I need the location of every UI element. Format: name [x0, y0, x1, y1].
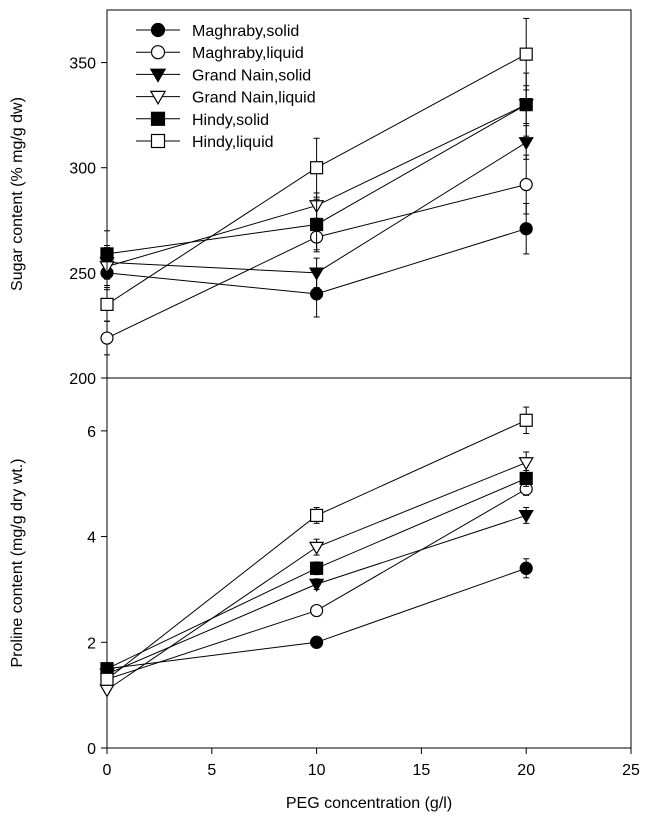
- data-point: [519, 98, 533, 112]
- data-point: [310, 287, 324, 301]
- data-point: [99, 684, 115, 698]
- top-panel: 200 250 300 350 Sugar content (% mg/g dw) Mag…: [9, 9, 632, 388]
- data-point: [519, 413, 533, 427]
- top-y-tick-label: 300: [69, 161, 96, 178]
- data-point: [519, 222, 533, 236]
- series-hindy-liquid: [100, 17, 533, 322]
- data-point: [100, 672, 114, 686]
- data-point: [519, 471, 533, 486]
- data-point: [519, 177, 533, 192]
- data-point: [308, 578, 325, 592]
- series-line: [106, 462, 527, 691]
- series-hindy-liquid: [100, 406, 533, 686]
- bottom-plot-frame: [106, 377, 632, 749]
- legend-entry-label: Grand Nain,liquid: [192, 90, 316, 107]
- data-point: [308, 267, 325, 281]
- series-grand-nain-liquid: [99, 451, 534, 698]
- data-point: [518, 457, 534, 471]
- bottom-y-tick-label: 0: [87, 741, 96, 758]
- legend-entry-label: Maghraby,solid: [192, 23, 299, 40]
- legend-marker: [149, 90, 167, 105]
- bottom-x-tick-label: 15: [413, 762, 431, 779]
- legend-entry-label: Maghraby,liquid: [192, 45, 304, 62]
- data-point: [519, 561, 533, 575]
- legend-marker: [150, 45, 166, 60]
- bottom-y-tick-label: 4: [87, 530, 96, 547]
- legend-entry-label: Grand Nain,solid: [192, 67, 311, 84]
- data-point: [310, 561, 324, 575]
- top-y-tick-label: 200: [69, 371, 96, 388]
- legend-marker: [150, 111, 166, 126]
- legend-entry-label: Hindy,liquid: [192, 134, 274, 151]
- legend: Maghraby,solid Maghraby,liquid Grand Nain,…: [136, 22, 316, 151]
- data-point: [310, 603, 324, 618]
- series-hindy-solid: [100, 72, 533, 278]
- data-point: [519, 47, 533, 61]
- bottom-y-axis-label: Proline content (mg/g dry wt.): [9, 459, 26, 668]
- x-axis-label: PEG concentration (g/l): [286, 795, 452, 812]
- legend-marker: [150, 133, 166, 149]
- bottom-x-tick-label: 20: [517, 762, 535, 779]
- bottom-x-tick-label: 10: [308, 762, 326, 779]
- top-y-tick-label: 250: [69, 266, 96, 283]
- data-point: [100, 331, 114, 345]
- data-point: [100, 297, 114, 311]
- data-point: [310, 217, 324, 232]
- bottom-x-tick-label: 5: [207, 762, 216, 779]
- data-point: [310, 161, 324, 175]
- legend-marker: [149, 68, 167, 83]
- top-y-tick-label: 350: [69, 56, 96, 73]
- bottom-x-tick-label: 0: [103, 762, 112, 779]
- series-grand-nain-solid: [99, 507, 534, 682]
- data-point: [310, 635, 324, 649]
- data-point: [518, 510, 534, 524]
- data-point: [100, 247, 114, 261]
- top-y-axis-label: Sugar content (% mg/g dw): [9, 97, 26, 291]
- data-point: [310, 508, 324, 523]
- legend-entry-label: Hindy,solid: [192, 112, 269, 129]
- series-hindy-solid: [100, 470, 533, 676]
- legend-marker: [150, 22, 166, 38]
- bottom-y-tick-label: 2: [87, 635, 96, 652]
- bottom-y-tick-label: 6: [87, 424, 96, 441]
- data-point: [308, 541, 325, 555]
- data-point: [518, 137, 534, 151]
- bottom-x-tick-label: 25: [622, 762, 640, 779]
- bottom-panel: 0 2 4 6 0 5 10 15 20 25 Proline content (mg/g dry …: [9, 377, 640, 812]
